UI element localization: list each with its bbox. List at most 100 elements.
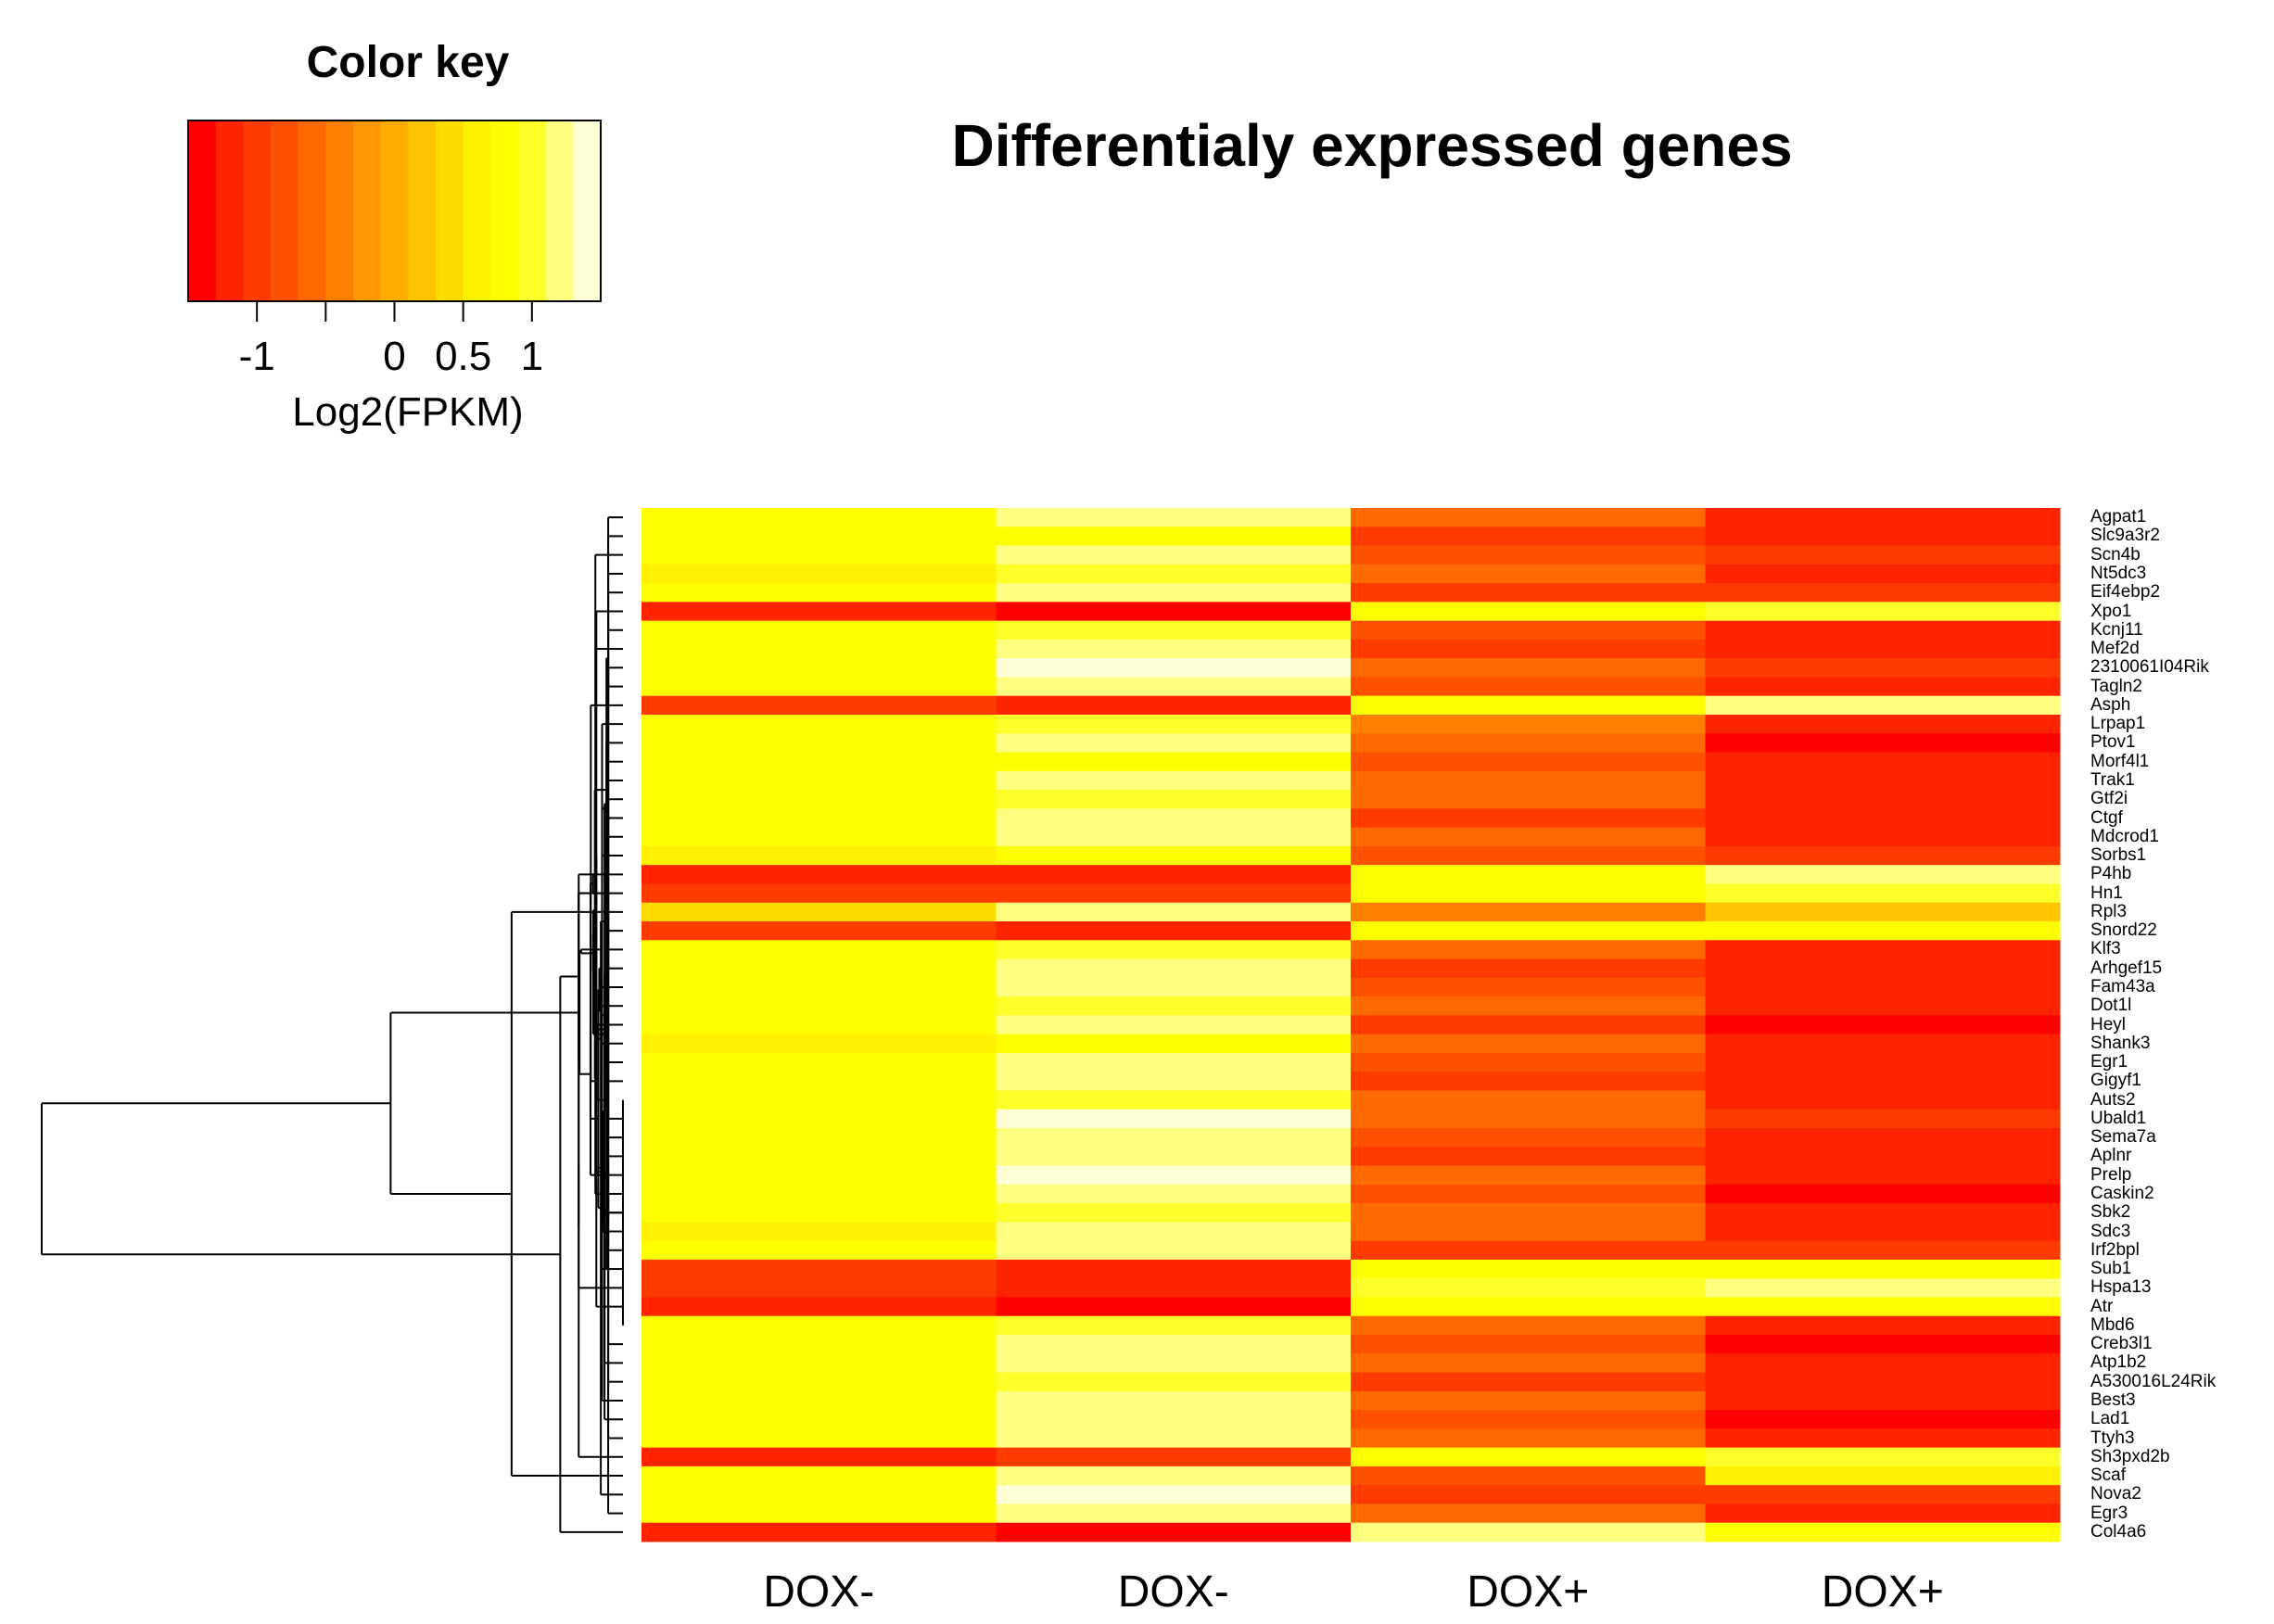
row-gene-label: P4hb bbox=[2090, 864, 2132, 884]
heatmap-cell bbox=[996, 1072, 1352, 1091]
heatmap-cell bbox=[642, 790, 997, 809]
heatmap-cell bbox=[1351, 658, 1706, 678]
row-gene-label: Ctgf bbox=[2090, 807, 2123, 828]
heatmap-cell bbox=[1351, 1297, 1706, 1317]
heatmap-cell bbox=[1351, 527, 1706, 547]
heatmap-cell bbox=[1351, 1522, 1706, 1542]
heatmap-cell bbox=[642, 1335, 997, 1354]
heatmap-cell bbox=[996, 1522, 1352, 1542]
heatmap-cell bbox=[1351, 1015, 1706, 1035]
heatmap-cell bbox=[1705, 845, 2061, 866]
heatmap-cell bbox=[642, 1034, 997, 1054]
heatmap-cell bbox=[1351, 508, 1706, 527]
heatmap-cell bbox=[642, 827, 997, 847]
row-gene-label: Heyl bbox=[2090, 1014, 2127, 1034]
heatmap-cell bbox=[1705, 1015, 2061, 1035]
heatmap-cell bbox=[1705, 770, 2061, 791]
heatmap-cell bbox=[1351, 1203, 1706, 1223]
heatmap-cell bbox=[1705, 1128, 2061, 1148]
heatmap-cell bbox=[996, 1297, 1352, 1317]
heatmap-cell bbox=[1705, 639, 2061, 659]
heatmap-cell bbox=[642, 1372, 997, 1392]
heatmap-cell bbox=[642, 583, 997, 603]
heatmap-cell bbox=[1705, 1465, 2061, 1486]
heatmap-cell bbox=[642, 1147, 997, 1167]
heatmap-cell bbox=[1351, 564, 1706, 584]
heatmap-cell bbox=[1351, 921, 1706, 941]
row-gene-label: Sbk2 bbox=[2090, 1202, 2131, 1223]
heatmap-cell bbox=[1351, 1165, 1706, 1186]
heatmap-cell bbox=[996, 1410, 1352, 1429]
row-gene-label: Irf2bpl bbox=[2090, 1239, 2140, 1260]
column-label: DOX+ bbox=[1467, 1567, 1590, 1617]
color-key-tick-label: 0 bbox=[383, 334, 406, 379]
heatmap-cell bbox=[996, 1485, 1352, 1504]
heatmap-cell bbox=[1351, 1503, 1706, 1524]
heatmap-cell bbox=[1705, 545, 2061, 565]
heatmap-cell bbox=[996, 940, 1352, 960]
heatmap-cell bbox=[996, 1222, 1352, 1242]
heatmap-cell bbox=[1351, 545, 1706, 565]
color-key-swatch bbox=[545, 121, 574, 301]
row-gene-label: Caskin2 bbox=[2090, 1183, 2154, 1203]
heatmap-cell bbox=[1351, 733, 1706, 754]
heatmap-cell bbox=[642, 1015, 997, 1035]
color-key-swatch bbox=[436, 121, 464, 301]
heatmap-cell bbox=[996, 602, 1352, 622]
heatmap-cell bbox=[642, 1128, 997, 1148]
heatmap-cell bbox=[996, 1278, 1352, 1298]
heatmap-cell bbox=[1705, 715, 2061, 734]
heatmap-cell bbox=[996, 827, 1352, 847]
heatmap-cell bbox=[642, 677, 997, 697]
heatmap-cell bbox=[1705, 940, 2061, 960]
heatmap-cell bbox=[1705, 1278, 2061, 1298]
heatmap-cell bbox=[642, 1259, 997, 1279]
heatmap-cell bbox=[1351, 1052, 1706, 1072]
heatmap-cell bbox=[642, 564, 997, 584]
heatmap-cell bbox=[1705, 902, 2061, 922]
heatmap-cell bbox=[642, 1410, 997, 1429]
heatmap-cell bbox=[1351, 1410, 1706, 1429]
heatmap-cell bbox=[1705, 790, 2061, 809]
heatmap-cell bbox=[642, 1485, 997, 1504]
heatmap-cell bbox=[642, 1315, 997, 1336]
heatmap-cell bbox=[1351, 715, 1706, 734]
heatmap-cell bbox=[996, 1147, 1352, 1167]
heatmap-grid bbox=[642, 508, 2061, 1542]
heatmap-cell bbox=[996, 1034, 1352, 1054]
heatmap-cell bbox=[1705, 1052, 2061, 1072]
heatmap-cell bbox=[1705, 620, 2061, 641]
row-gene-label: 2310061I04Rik bbox=[2090, 657, 2209, 678]
column-label: DOX- bbox=[763, 1567, 875, 1617]
heatmap-cell bbox=[996, 752, 1352, 772]
heatmap-cell bbox=[1351, 977, 1706, 997]
heatmap-cell bbox=[1351, 958, 1706, 979]
heatmap-cell bbox=[642, 883, 997, 904]
heatmap-cell bbox=[996, 1015, 1352, 1035]
heatmap-cell bbox=[1351, 583, 1706, 603]
heatmap-cell bbox=[996, 958, 1352, 979]
heatmap-cell bbox=[1351, 1465, 1706, 1486]
heatmap-cell bbox=[1705, 1372, 2061, 1392]
heatmap-cell bbox=[1351, 677, 1706, 697]
row-gene-label: Prelp bbox=[2090, 1164, 2132, 1185]
heatmap-cell bbox=[1351, 1072, 1706, 1091]
row-gene-label: Ptov1 bbox=[2090, 732, 2136, 753]
row-gene-label: Agpat1 bbox=[2090, 507, 2147, 527]
row-gene-label: Atr bbox=[2090, 1296, 2114, 1316]
heatmap-cell bbox=[996, 902, 1352, 922]
row-gene-label: Snord22 bbox=[2090, 920, 2157, 941]
row-gene-label: Scaf bbox=[2090, 1465, 2127, 1486]
row-gene-label: Klf3 bbox=[2090, 939, 2121, 959]
heatmap-cell bbox=[1351, 1335, 1706, 1354]
row-gene-label: Hspa13 bbox=[2090, 1277, 2152, 1298]
heatmap-cell bbox=[642, 958, 997, 979]
heatmap-cell bbox=[642, 1090, 997, 1110]
heatmap-cell bbox=[1705, 527, 2061, 547]
heatmap-cell bbox=[642, 1072, 997, 1091]
heatmap-cell bbox=[996, 695, 1352, 716]
heatmap-cell bbox=[1705, 958, 2061, 979]
heatmap-cell bbox=[1705, 1447, 2061, 1467]
row-gene-label: Asph bbox=[2090, 694, 2131, 715]
row-gene-label: Rpl3 bbox=[2090, 901, 2128, 921]
